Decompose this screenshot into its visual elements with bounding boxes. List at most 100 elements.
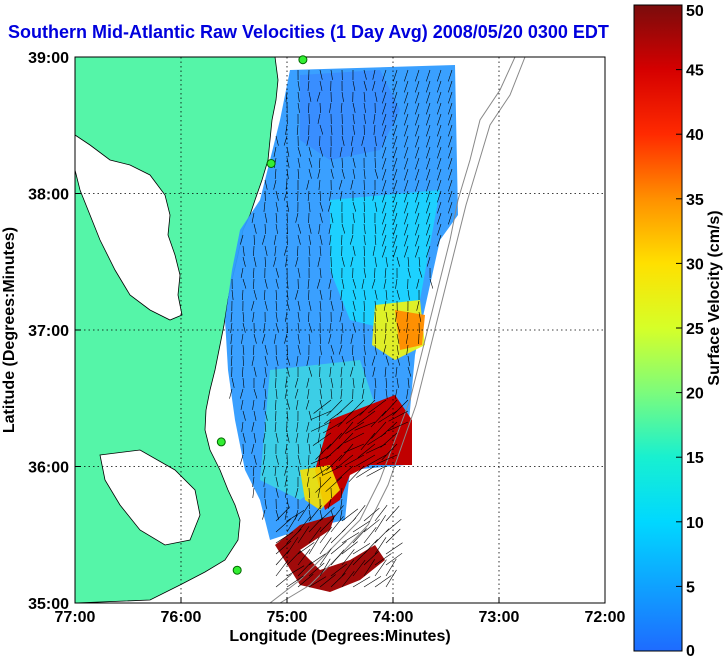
velocity-vector xyxy=(263,289,266,300)
velocity-vector xyxy=(286,157,290,168)
velocity-vector xyxy=(378,410,398,423)
velocity-vector xyxy=(393,157,398,170)
velocity-vector xyxy=(396,344,399,355)
velocity-vector xyxy=(345,421,365,434)
velocity-vector xyxy=(407,267,411,278)
velocity-vector xyxy=(242,278,247,289)
velocity-vector xyxy=(341,124,344,135)
velocity-vector xyxy=(363,124,365,135)
velocity-vector xyxy=(404,146,409,159)
velocity-vector xyxy=(352,559,366,577)
velocity-vector xyxy=(308,311,310,322)
velocity-vector xyxy=(273,234,277,245)
velocity-vector xyxy=(372,190,376,201)
velocity-vector xyxy=(382,69,387,82)
velocity-vector xyxy=(283,245,288,256)
velocity-vector xyxy=(385,388,388,399)
velocity-vector xyxy=(297,516,311,533)
velocity-vector xyxy=(308,576,327,588)
velocity-vector xyxy=(426,146,431,159)
velocity-vector xyxy=(341,157,343,169)
velocity-vector xyxy=(437,212,442,225)
velocity-vector xyxy=(351,344,354,355)
velocity-vector xyxy=(338,344,343,355)
velocity-vector xyxy=(374,537,387,555)
velocity-vector xyxy=(328,333,332,344)
velocity-vector xyxy=(361,388,365,399)
station-marker xyxy=(298,55,308,65)
velocity-vector xyxy=(363,256,366,267)
velocity-vector xyxy=(275,355,279,366)
velocity-vector xyxy=(275,322,279,333)
velocity-vector xyxy=(385,542,403,555)
velocity-vector xyxy=(374,157,376,169)
velocity-vector xyxy=(329,234,332,245)
velocity-vector xyxy=(352,278,357,289)
velocity-vector xyxy=(352,322,357,333)
velocity-vector xyxy=(363,69,367,80)
velocity-vector xyxy=(426,212,431,225)
velocity-vector xyxy=(340,102,343,113)
velocity-field-cyan xyxy=(330,190,440,330)
velocity-vector xyxy=(357,443,376,459)
velocity-vector xyxy=(382,91,387,104)
velocity-vector xyxy=(330,212,334,223)
velocity-vector xyxy=(335,454,354,469)
velocity-vector xyxy=(283,190,288,201)
velocity-vector xyxy=(253,267,255,278)
velocity-vector xyxy=(275,399,277,411)
velocity-vector xyxy=(404,168,409,181)
velocity-vector xyxy=(350,179,354,190)
velocity-vector xyxy=(316,91,321,102)
velocity-vector xyxy=(308,509,312,520)
velocity-vector xyxy=(426,201,431,214)
velocity-vector xyxy=(340,190,343,201)
velocity-vector xyxy=(404,212,409,225)
velocity-vector xyxy=(363,91,366,102)
velocity-vector xyxy=(340,333,343,344)
velocity-vector xyxy=(297,443,300,454)
velocity-vector xyxy=(407,366,412,377)
velocity-vector xyxy=(448,69,453,82)
velocity-vector xyxy=(330,157,334,168)
velocity-vector xyxy=(242,355,244,366)
velocity-vector xyxy=(319,267,322,278)
velocity-vector xyxy=(307,80,310,91)
velocity-vector xyxy=(319,333,321,344)
velocity-vector xyxy=(297,548,311,566)
velocity-vector xyxy=(319,399,323,410)
chesapeake-bay xyxy=(75,134,183,321)
velocity-vector xyxy=(328,223,332,234)
velocity-vector xyxy=(253,410,257,421)
x-axis-label: Longitude (Degrees:Minutes) xyxy=(229,628,450,645)
velocity-vector xyxy=(415,80,420,93)
x-tick-label: 73:00 xyxy=(479,609,520,626)
velocity-vector xyxy=(297,333,300,344)
velocity-vector xyxy=(374,528,390,544)
velocity-vector xyxy=(230,355,233,366)
velocity-vector xyxy=(307,278,310,289)
velocity-vector xyxy=(349,234,354,245)
velocity-vector xyxy=(326,399,343,417)
velocity-vector xyxy=(230,311,233,322)
velocity-vector xyxy=(383,278,387,289)
velocity-vector xyxy=(382,102,387,115)
velocity-vector xyxy=(350,135,354,146)
velocity-vector xyxy=(357,410,376,425)
x-tick-label: 75:00 xyxy=(267,609,308,626)
velocity-vector xyxy=(404,80,409,93)
velocity-vector xyxy=(384,267,387,278)
velocity-vector xyxy=(383,344,387,355)
velocity-vector xyxy=(345,410,365,424)
velocity-vector xyxy=(382,212,387,225)
velocity-vector xyxy=(352,300,356,311)
velocity-vector xyxy=(286,510,305,522)
velocity-vector xyxy=(363,519,380,533)
velocity-vector xyxy=(363,179,365,191)
velocity-vector xyxy=(319,146,324,157)
velocity-vector xyxy=(363,102,366,113)
velocity-vector xyxy=(308,443,311,454)
velocity-vector xyxy=(367,432,387,446)
velocity-vector xyxy=(385,558,397,577)
colorbar-ticks: 0 5 10 15 20 25 30 35 40 45 50 xyxy=(676,3,704,659)
